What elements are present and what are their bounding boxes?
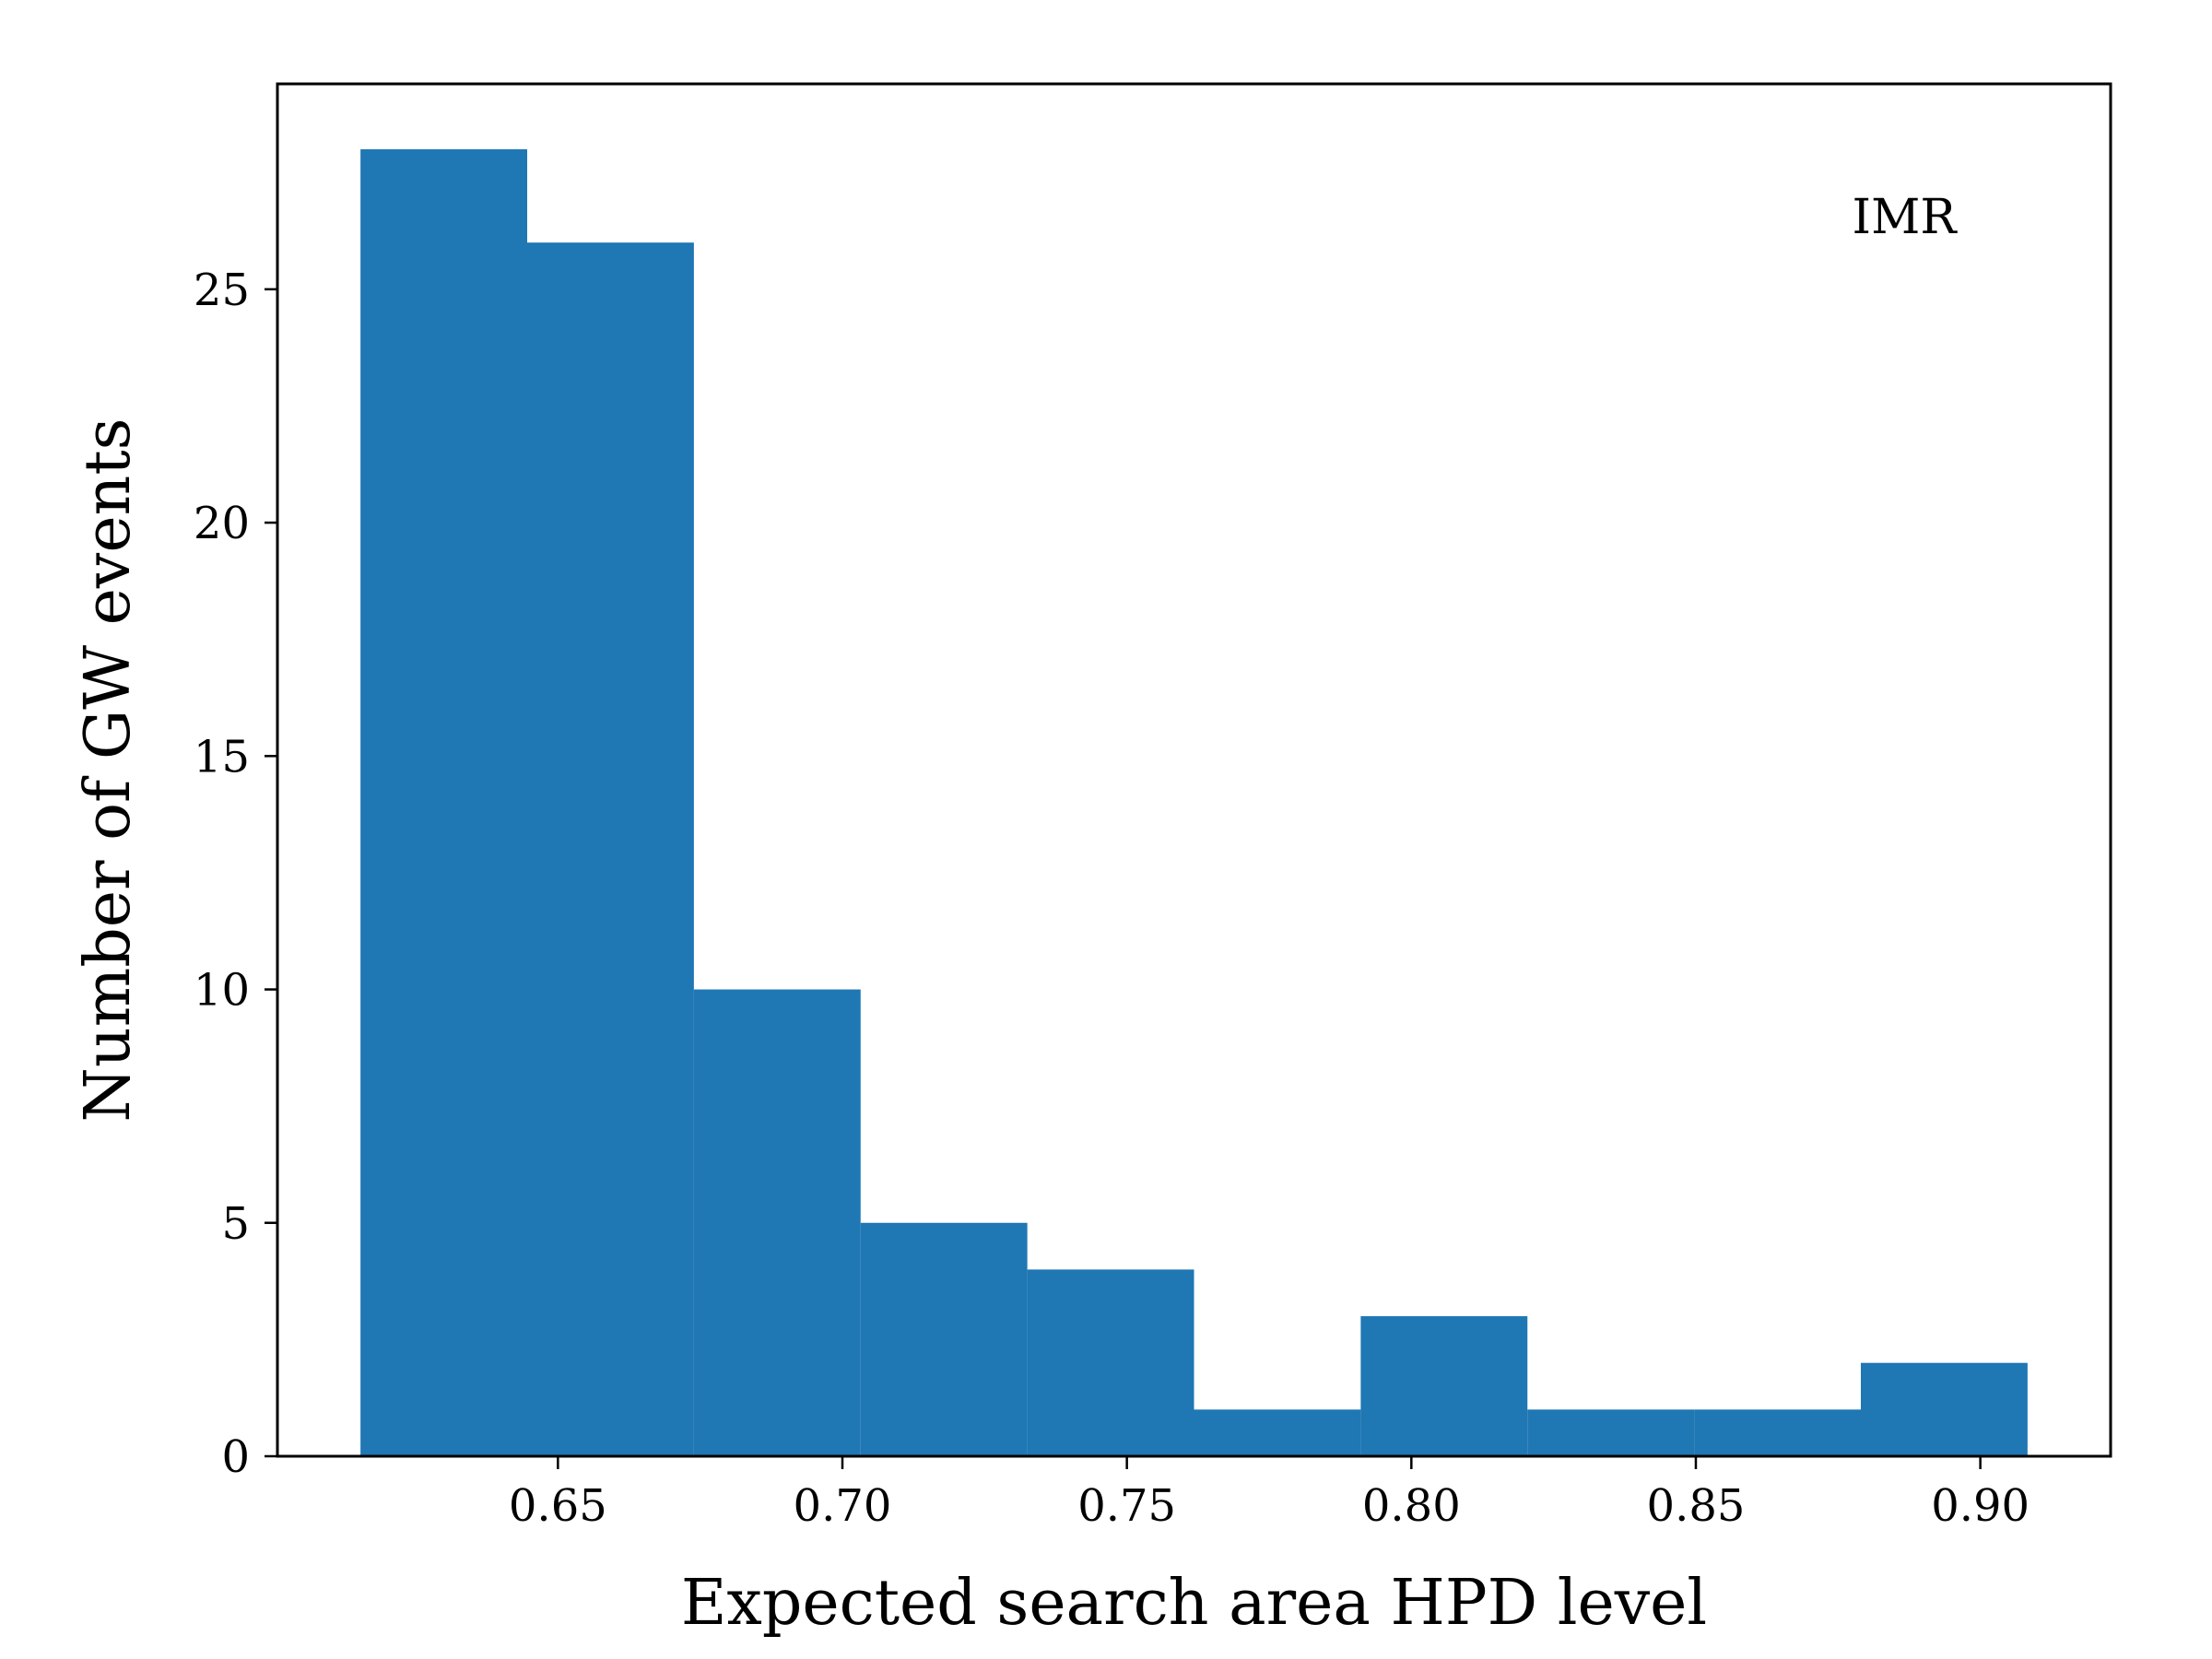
- histogram-bar: [1360, 1316, 1528, 1456]
- histogram-bar: [1694, 1409, 1861, 1456]
- histogram-bars: [360, 148, 2028, 1456]
- y-tick-label: 10: [194, 965, 250, 1017]
- histogram-bar: [1860, 1362, 2028, 1456]
- histogram-bar: [860, 1222, 1028, 1456]
- series-annotation: IMR: [1853, 190, 1959, 245]
- y-tick-label: 5: [221, 1198, 250, 1250]
- x-tick-label: 0.80: [1362, 1480, 1461, 1532]
- x-axis-label: Expected search area HPD level: [681, 1567, 1707, 1640]
- histogram-bar: [1194, 1409, 1361, 1456]
- x-axis-ticks: 0.65 0.70 0.75 0.80 0.85 0.90: [509, 1456, 2030, 1532]
- x-tick-label: 0.65: [509, 1480, 607, 1532]
- x-tick-label: 0.85: [1647, 1480, 1746, 1532]
- histogram-bar: [527, 242, 694, 1456]
- y-tick-label: 15: [194, 731, 250, 782]
- y-tick-label: 20: [194, 498, 250, 549]
- y-axis-label: Number of GW events: [72, 418, 145, 1122]
- histogram-bar: [1027, 1269, 1194, 1456]
- histogram-bar: [360, 148, 528, 1456]
- histogram-bar: [693, 989, 861, 1456]
- x-tick-label: 0.70: [794, 1480, 892, 1532]
- x-tick-label: 0.90: [1931, 1480, 2030, 1532]
- y-tick-label: 0: [221, 1431, 250, 1483]
- y-axis-ticks: 0 5 10 15 20 25: [194, 265, 277, 1483]
- x-tick-label: 0.75: [1077, 1480, 1176, 1532]
- histogram-bar: [1527, 1409, 1695, 1456]
- plot-frame: [276, 82, 2112, 1458]
- y-tick-label: 25: [194, 265, 250, 316]
